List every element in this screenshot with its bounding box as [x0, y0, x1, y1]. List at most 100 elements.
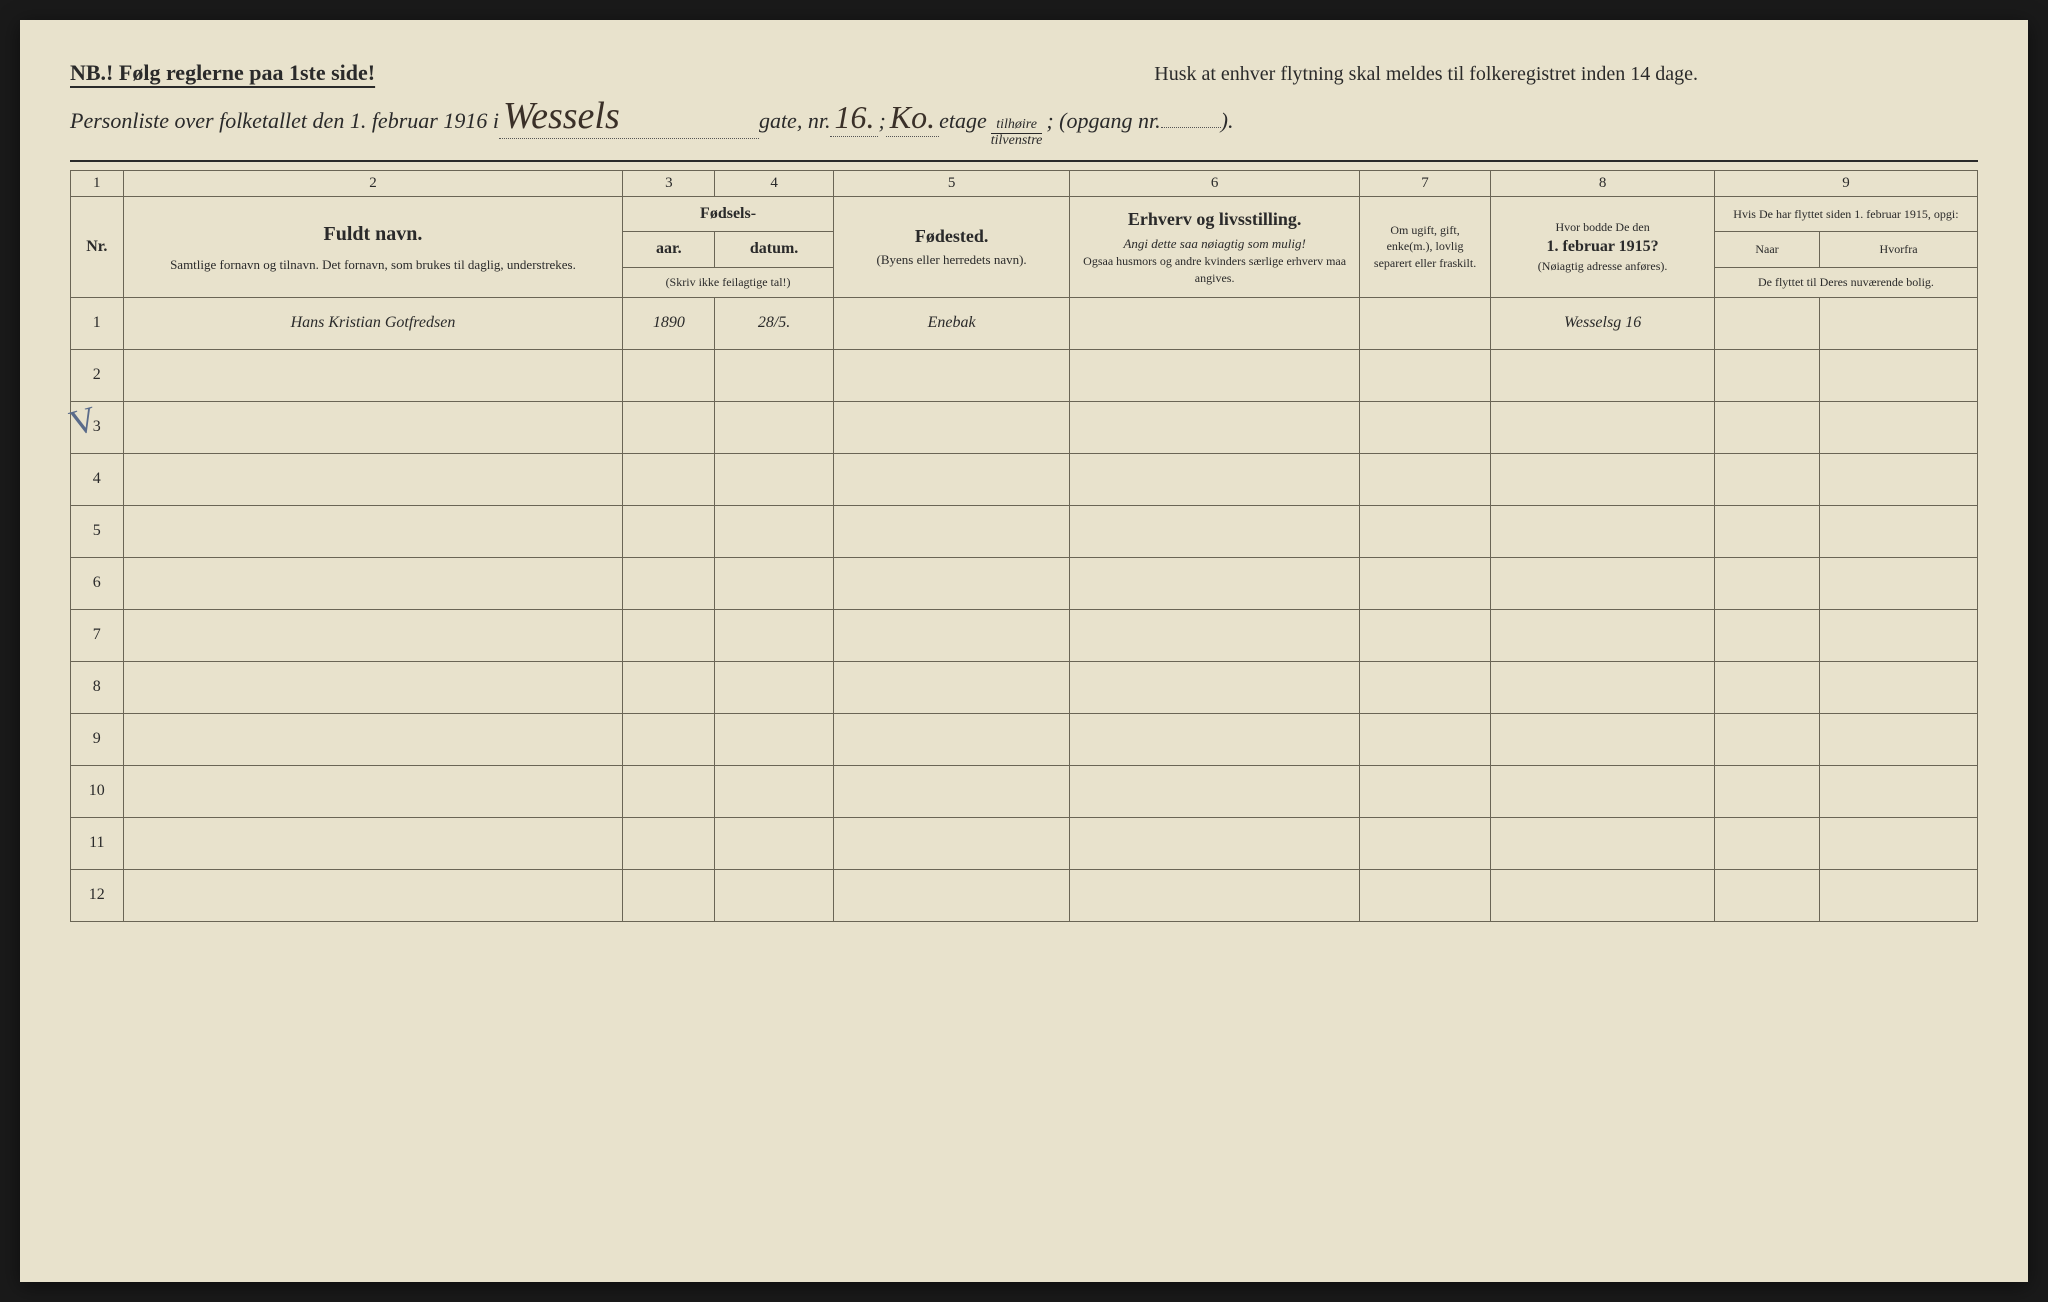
cell-empty: [1070, 817, 1359, 869]
etage-prefix: Ko.: [886, 99, 939, 137]
opgang-number: [1161, 127, 1221, 128]
cell-empty: [715, 453, 833, 505]
row-number: 5: [71, 505, 124, 557]
cell-empty: [833, 453, 1070, 505]
opgang-label: ; (opgang nr.: [1046, 108, 1160, 134]
row-number: 1: [71, 297, 124, 349]
occupation-title: Erhverv og livsstilling.: [1128, 209, 1302, 229]
cell-empty: [833, 817, 1070, 869]
cell-moved-when: [1714, 297, 1819, 349]
cell-empty: [1070, 349, 1359, 401]
prev-addr-sub: (Nøiagtig adresse anføres).: [1499, 258, 1706, 275]
cell-empty: [1714, 557, 1819, 609]
header-row-1: Nr. Fuldt navn. Samtlige fornavn og tiln…: [71, 197, 1978, 232]
header-birthplace: Fødested. (Byens eller herredets navn).: [833, 197, 1070, 298]
cell-empty: [1820, 869, 1978, 921]
cell-empty: [1491, 765, 1715, 817]
cell-empty: [833, 713, 1070, 765]
cell-empty: [623, 869, 715, 921]
cell-empty: [1359, 557, 1491, 609]
cell-empty: [1820, 661, 1978, 713]
cell-date: 28/5.: [715, 297, 833, 349]
table-body: 1 Hans Kristian Gotfredsen 1890 28/5. En…: [71, 297, 1978, 921]
cell-empty: [1820, 505, 1978, 557]
cell-empty: [1359, 453, 1491, 505]
cell-empty: [1070, 557, 1359, 609]
cell-empty: [1359, 505, 1491, 557]
table-row: 9: [71, 713, 1978, 765]
cell-empty: [715, 401, 833, 453]
cell-empty: [123, 869, 623, 921]
moved-title: Hvis De har flyttet siden 1. februar 191…: [1723, 206, 1969, 223]
header-moved-from: Hvorfra: [1820, 232, 1978, 267]
cell-empty: [1070, 609, 1359, 661]
cell-empty: [1714, 869, 1819, 921]
cell-empty: [1820, 453, 1978, 505]
cell-empty: [1070, 505, 1359, 557]
cell-empty: [833, 869, 1070, 921]
cell-empty: [123, 661, 623, 713]
table-row: 12: [71, 869, 1978, 921]
cell-empty: [1491, 713, 1715, 765]
cell-empty: [623, 765, 715, 817]
cell-empty: [623, 401, 715, 453]
table-row: 8: [71, 661, 1978, 713]
cell-empty: [1359, 869, 1491, 921]
cell-empty: [123, 453, 623, 505]
header-moved-when: Naar: [1714, 232, 1819, 267]
cell-prev-address: Wesselsg 16: [1491, 297, 1715, 349]
cell-empty: [623, 557, 715, 609]
col-num-1: 1: [71, 171, 124, 197]
year-note: (Skriv ikke feilagtige tal!): [631, 274, 824, 291]
cell-empty: [1820, 713, 1978, 765]
cell-empty: [1491, 505, 1715, 557]
fraction-top: tilhøire: [991, 118, 1043, 134]
cell-empty: [1714, 401, 1819, 453]
table-row: 10: [71, 765, 1978, 817]
cell-empty: [1359, 401, 1491, 453]
birthplace-sub: (Byens eller herredets navn).: [842, 251, 1062, 269]
cell-empty: [1070, 453, 1359, 505]
cell-empty: [1491, 609, 1715, 661]
cell-empty: [1070, 765, 1359, 817]
header-year: aar.: [623, 232, 715, 267]
nb-notice: NB.! Følg reglerne paa 1ste side!: [70, 60, 375, 86]
cell-empty: [1359, 349, 1491, 401]
cell-empty: [123, 401, 623, 453]
title-prefix: Personliste over folketallet den 1. febr…: [70, 108, 499, 134]
marital-text: Om ugift, gift, enke(m.), lovlig separer…: [1368, 222, 1483, 272]
table-row: 5: [71, 505, 1978, 557]
cell-moved-from: [1820, 297, 1978, 349]
gate-number: 16.: [830, 99, 878, 137]
col-num-3: 3: [623, 171, 715, 197]
census-table: 1 2 3 4 5 6 7 8 9 Nr. Fuldt navn. Samtli…: [70, 170, 1978, 922]
header-nr: Nr.: [71, 197, 124, 298]
table-row: 6: [71, 557, 1978, 609]
cell-empty: [1491, 557, 1715, 609]
cell-empty: [715, 713, 833, 765]
cell-occupation: [1070, 297, 1359, 349]
name-title: Fuldt navn.: [324, 223, 423, 245]
table-row: 3: [71, 401, 1978, 453]
cell-empty: [1491, 401, 1715, 453]
col-num-6: 6: [1070, 171, 1359, 197]
cell-empty: [715, 817, 833, 869]
cell-empty: [623, 817, 715, 869]
header-moved: Hvis De har flyttet siden 1. februar 191…: [1714, 197, 1977, 232]
occupation-sub1: Angi dette saa nøiagtig som mulig!: [1078, 235, 1350, 253]
header-date: datum.: [715, 232, 833, 267]
col-num-9: 9: [1714, 171, 1977, 197]
cell-empty: [1359, 661, 1491, 713]
row-number: 9: [71, 713, 124, 765]
cell-empty: [1359, 609, 1491, 661]
cell-year: 1890: [623, 297, 715, 349]
cell-empty: [715, 609, 833, 661]
cell-empty: [1491, 349, 1715, 401]
cell-marital: [1359, 297, 1491, 349]
row-number: 7: [71, 609, 124, 661]
row-number: 11: [71, 817, 124, 869]
cell-empty: [123, 505, 623, 557]
moved-from: Hvorfra: [1828, 241, 1969, 258]
col-num-5: 5: [833, 171, 1070, 197]
cell-empty: [1714, 453, 1819, 505]
